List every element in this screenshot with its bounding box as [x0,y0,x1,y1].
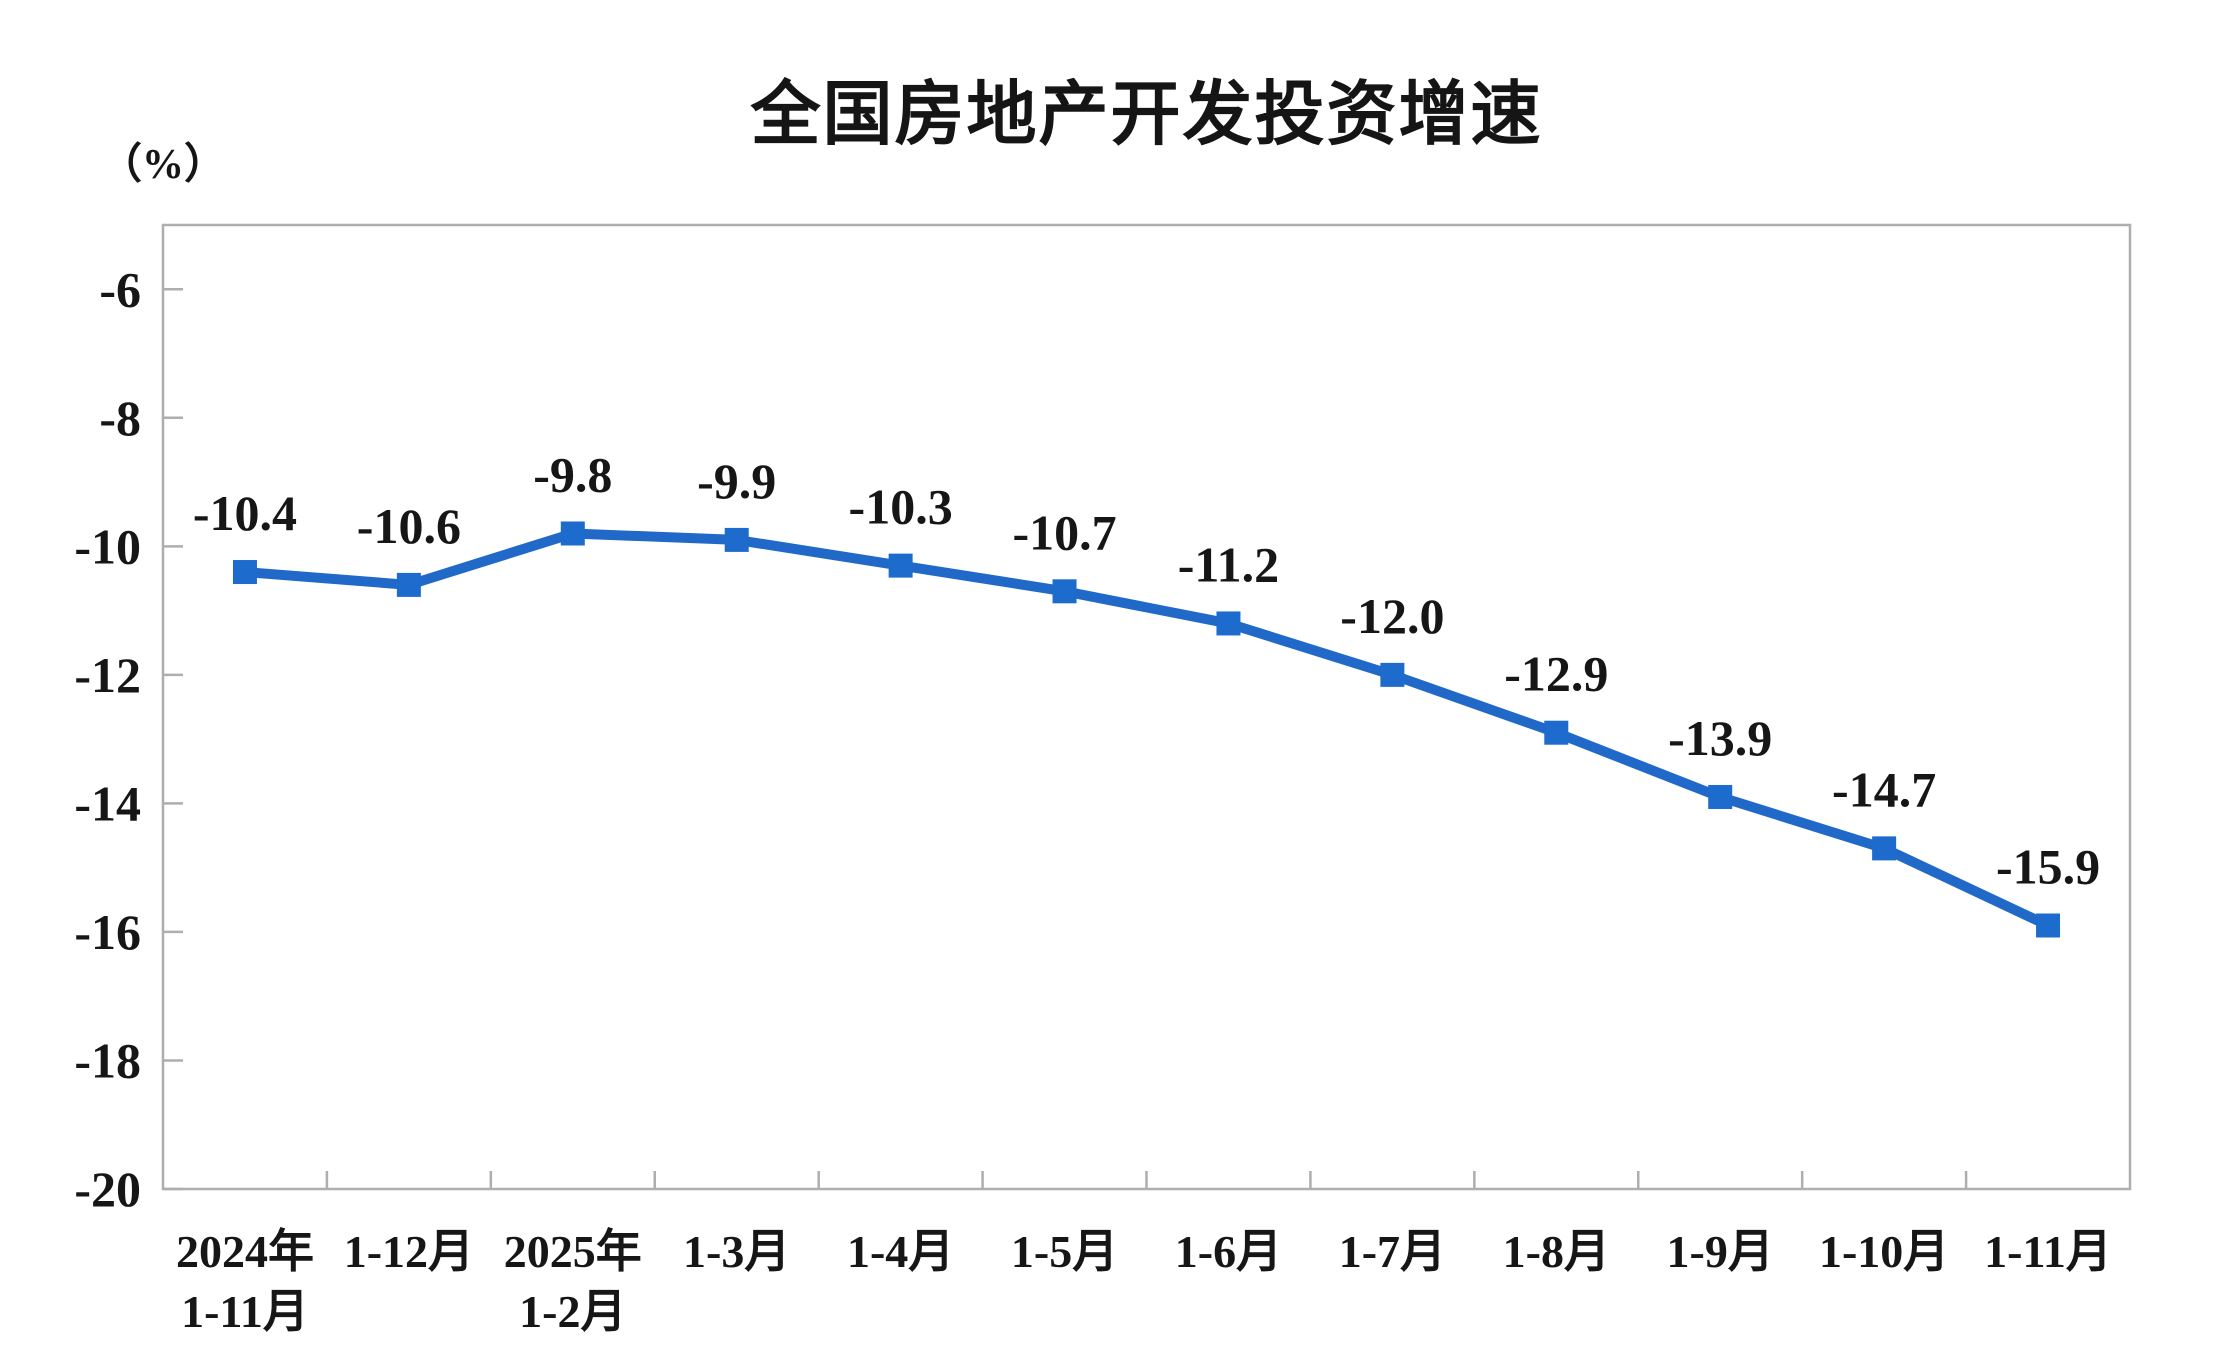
x-axis-tick-label: 1-2月 [519,1286,626,1337]
y-axis-tick-label: -12 [74,647,141,703]
y-axis-unit-label: （%） [100,142,227,188]
x-axis-tick-label: 1-11月 [181,1286,309,1337]
x-axis-tick-label: 1-3月 [683,1226,790,1277]
data-point-marker [888,553,913,578]
x-axis-tick-label: 1-11月 [1984,1226,2112,1277]
data-point-label: -10.6 [357,498,461,554]
data-point-label: -14.7 [1832,761,1936,817]
data-point-marker [1708,784,1733,809]
x-axis-tick-label: 2025年 [504,1226,642,1277]
y-axis-tick-label: -14 [74,775,141,831]
y-axis-tick-label: -16 [74,904,141,960]
data-point-label: -12.0 [1340,588,1444,644]
x-axis-tick-label: 1-7月 [1339,1226,1446,1277]
data-point-label: -10.3 [849,479,953,535]
data-point-label: -9.8 [533,446,612,502]
data-point-marker [232,560,257,585]
data-point-label: -13.9 [1668,710,1772,766]
data-point-label: -11.2 [1178,536,1279,592]
x-axis-tick-label: 2024年 [176,1226,314,1277]
y-axis-tick-label: -20 [74,1161,141,1217]
x-axis-tick-label: 1-12月 [344,1226,474,1277]
data-point-marker [396,572,421,597]
series-line [239,528,2054,931]
data-point-label: -9.9 [697,453,776,509]
data-point-marker [560,521,585,546]
x-axis-tick-label: 1-5月 [1011,1226,1118,1277]
data-point-marker [1872,836,1897,861]
data-point-marker [1052,579,1077,604]
x-axis-tick-label: 1-9月 [1667,1226,1774,1277]
y-axis-tick-label: -6 [99,261,141,317]
data-point-label: -15.9 [1996,839,2100,895]
plot-border [161,223,2132,1191]
x-axis-tick-label: 1-4月 [847,1226,954,1277]
data-point-label: -10.4 [193,485,297,541]
data-point-marker [2036,913,2061,938]
data-point-marker [1216,611,1241,636]
x-axis-tick-label: 1-10月 [1819,1226,1949,1277]
chart-title: 全国房地产开发投资增速 [750,75,1543,153]
y-axis-tick-label: -10 [74,518,141,574]
data-point-marker [1544,720,1569,745]
data-point-label: -12.9 [1504,646,1608,702]
data-point-marker [1380,662,1405,687]
y-axis-tick-label: -8 [99,390,141,446]
x-axis-tick-label: 1-8月 [1503,1226,1610,1277]
data-point-label: -10.7 [1012,504,1116,560]
x-axis-tick-label: 1-6月 [1175,1226,1282,1277]
data-point-marker [724,527,749,552]
y-axis-tick-label: -18 [74,1032,141,1088]
